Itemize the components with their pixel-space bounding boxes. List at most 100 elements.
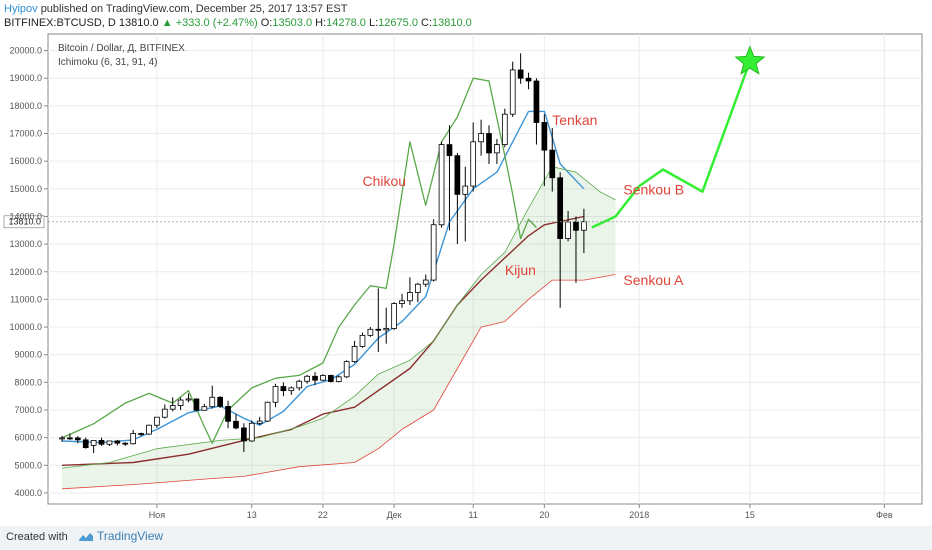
candle-body xyxy=(351,346,358,363)
candle-body xyxy=(177,399,184,406)
candle-body xyxy=(320,375,326,381)
candle-body xyxy=(185,398,192,401)
change-up-icon: ▲ xyxy=(161,17,173,29)
candle-body xyxy=(106,440,113,445)
symbol-label: BITFINEX:BTCUSD, D xyxy=(4,17,116,29)
candle-body xyxy=(525,77,532,82)
y-tick-label: 15000.0 xyxy=(9,184,42,194)
x-tick-label: 20 xyxy=(539,510,549,520)
candle-body xyxy=(233,420,239,429)
high-value: 14278.0 xyxy=(326,17,366,29)
candle-body xyxy=(533,80,540,123)
candle xyxy=(106,440,113,446)
candle-body xyxy=(169,405,176,410)
candle-body xyxy=(98,440,105,445)
candle-body xyxy=(367,328,374,336)
high-label: H: xyxy=(315,17,327,29)
candle-body xyxy=(509,69,516,115)
candle xyxy=(161,404,168,419)
candle xyxy=(517,53,524,84)
y-tick-label: 9000.0 xyxy=(14,350,42,360)
candle-body xyxy=(146,424,152,435)
quote-line: BITFINEX:BTCUSD, D 13810.0 ▲ +333.0 (+2.… xyxy=(4,16,472,30)
candle-body xyxy=(209,396,216,408)
candle-body xyxy=(494,144,500,154)
candle xyxy=(177,397,184,410)
candle-body xyxy=(288,387,295,392)
publication-info: Hyipov published on TradingView.com, Dec… xyxy=(4,2,347,16)
candle-body xyxy=(225,406,231,422)
candle-body xyxy=(581,221,587,231)
candle-body xyxy=(138,433,144,435)
x-tick-label: 13 xyxy=(247,510,257,520)
overlay: 13810.0 Tenkan Chikou Senkou B Kijun Senkou A xyxy=(3,45,922,288)
candle-body xyxy=(541,122,548,151)
candle xyxy=(454,152,461,245)
candle xyxy=(169,397,176,412)
candle xyxy=(122,442,129,446)
candle-body xyxy=(446,144,453,157)
candle-body xyxy=(549,149,556,179)
candle-body xyxy=(470,141,477,187)
y-tick-label: 14000.0 xyxy=(9,211,42,221)
candle xyxy=(438,141,445,228)
candle xyxy=(557,172,564,308)
candle xyxy=(367,327,374,337)
candle xyxy=(288,386,295,395)
candle xyxy=(573,216,579,283)
tradingview-brand[interactable]: TradingView xyxy=(78,529,163,543)
candle xyxy=(67,433,73,440)
candle xyxy=(486,125,492,164)
annotation-tenkan: Tenkan xyxy=(552,112,597,128)
candle xyxy=(446,125,453,231)
close-value: 13810.0 xyxy=(432,17,472,29)
candle-body xyxy=(414,283,421,293)
candle-body xyxy=(486,133,492,154)
candle xyxy=(98,437,105,446)
candle-body xyxy=(272,386,279,403)
candle xyxy=(422,274,429,287)
candle xyxy=(501,108,508,148)
candle xyxy=(90,440,97,454)
x-tick-label: 11 xyxy=(469,510,478,520)
y-tick-label: 5000.0 xyxy=(14,460,42,470)
candle xyxy=(414,282,421,303)
candle-body xyxy=(114,440,121,444)
candle xyxy=(233,413,239,430)
target-star-icon xyxy=(734,45,766,75)
candle xyxy=(462,166,469,242)
x-tick-label: Дек xyxy=(387,510,402,520)
forecast-line xyxy=(591,61,752,229)
candle xyxy=(478,119,484,156)
price-chart[interactable]: 13810.0 Tenkan Chikou Senkou B Kijun Senkou A… xyxy=(0,0,932,526)
created-with-label: Created with xyxy=(6,531,68,543)
candle-body xyxy=(517,69,524,79)
y-tick-label: 8000.0 xyxy=(14,377,42,387)
candle-body xyxy=(343,361,350,378)
last-price: 13810.0 xyxy=(118,17,159,29)
candle-body xyxy=(438,144,445,226)
candle-body xyxy=(130,433,137,445)
author-link[interactable]: Hyipov xyxy=(4,3,38,15)
low-label: L: xyxy=(368,17,379,29)
candle-body xyxy=(296,380,303,389)
candle xyxy=(296,379,303,391)
candle xyxy=(549,128,556,192)
y-tick-label: 6000.0 xyxy=(14,433,42,443)
y-tick-label: 7000.0 xyxy=(14,405,42,415)
candle xyxy=(146,424,152,435)
candle-body xyxy=(154,416,160,426)
candle-body xyxy=(241,427,247,442)
candle xyxy=(494,139,500,164)
candle-body xyxy=(74,437,81,441)
y-tick-label: 11000.0 xyxy=(10,294,42,304)
indicator-lines xyxy=(61,77,616,490)
candle xyxy=(581,208,587,254)
y-tick-label: 20000.0 xyxy=(9,46,42,56)
y-tick-label: 4000.0 xyxy=(14,488,42,498)
candle-body xyxy=(90,440,97,446)
senkou-a-line xyxy=(61,274,616,490)
open-label: O: xyxy=(260,17,273,29)
annotation-senkou-a: Senkou A xyxy=(623,272,684,288)
candle-body xyxy=(383,328,390,331)
